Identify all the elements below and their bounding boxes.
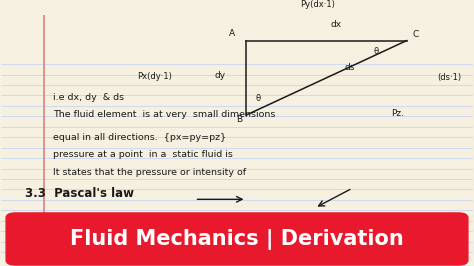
FancyBboxPatch shape	[6, 213, 468, 265]
Text: B: B	[237, 115, 242, 124]
Text: i.e dx, dy  & ds: i.e dx, dy & ds	[53, 93, 124, 102]
Text: Px(dy·1): Px(dy·1)	[137, 72, 172, 81]
Text: equal in all directions.  {px=py=pz}: equal in all directions. {px=py=pz}	[53, 133, 227, 142]
Text: The fluid element  is at very  small dimensions: The fluid element is at very small dimen…	[53, 110, 275, 119]
Text: A: A	[229, 29, 236, 38]
Text: It states that the pressure or intensity of: It states that the pressure or intensity…	[53, 168, 246, 177]
Text: C: C	[413, 30, 419, 39]
Text: θ: θ	[255, 94, 261, 103]
Text: Pz.: Pz.	[391, 109, 404, 118]
Text: 3.3  Pascal's law: 3.3 Pascal's law	[25, 187, 134, 200]
Text: pressure at a point  in a  static fluid is: pressure at a point in a static fluid is	[53, 150, 233, 159]
Text: Py(dx·1): Py(dx·1)	[300, 0, 335, 9]
Text: ds: ds	[345, 63, 356, 72]
Text: Fluid Mechanics | Derivation: Fluid Mechanics | Derivation	[70, 228, 404, 250]
Text: θ: θ	[374, 47, 379, 56]
Text: (ds·1): (ds·1)	[437, 73, 461, 82]
Text: dx: dx	[330, 20, 342, 29]
Text: dy: dy	[215, 71, 226, 80]
